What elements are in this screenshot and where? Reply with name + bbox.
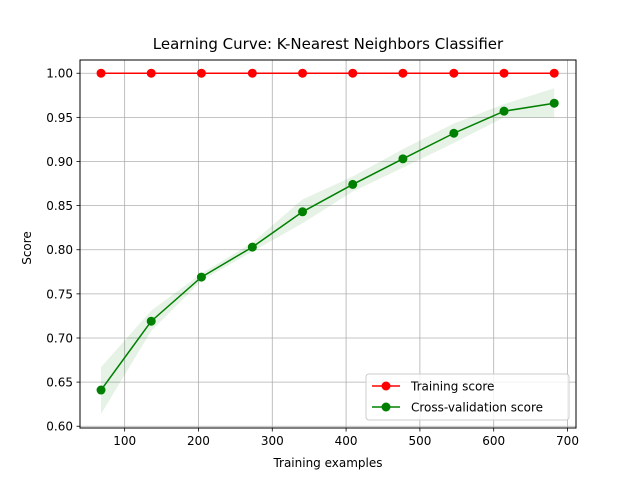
y-tick-label: 1.00 bbox=[46, 67, 73, 81]
x-tick-label: 500 bbox=[408, 434, 431, 448]
training-score-point bbox=[449, 68, 459, 78]
y-tick-label: 0.70 bbox=[46, 331, 73, 345]
x-tick-label: 200 bbox=[187, 434, 210, 448]
cross-validation-score-point bbox=[146, 316, 156, 326]
cross-validation-score-point bbox=[549, 98, 559, 108]
cross-validation-score-point bbox=[348, 179, 358, 189]
cross-validation-score-point bbox=[398, 154, 408, 164]
y-tick-label: 0.60 bbox=[46, 420, 73, 434]
cross-validation-score-point bbox=[196, 272, 206, 282]
series-lines bbox=[100, 72, 555, 391]
training-score-point bbox=[499, 68, 509, 78]
cross-validation-score-point bbox=[449, 128, 459, 138]
cross-validation-score-legend-label: Cross-validation score bbox=[411, 401, 543, 415]
cross-validation-score-line bbox=[100, 102, 555, 391]
x-tick-label: 600 bbox=[482, 434, 505, 448]
training-score-point bbox=[549, 68, 559, 78]
legend-box bbox=[365, 373, 570, 421]
training-score-legend-label: Training score bbox=[410, 380, 494, 394]
training-score-legend-marker bbox=[381, 381, 391, 391]
y-axis-title: Score bbox=[20, 231, 34, 265]
plot-frame bbox=[79, 59, 577, 429]
chart-title: Learning Curve: K-Nearest Neighbors Clas… bbox=[153, 35, 504, 53]
x-axis-title: Training examples bbox=[272, 456, 382, 470]
cross-validation-score-legend-marker bbox=[381, 402, 391, 412]
legend: Training score Cross-validation score bbox=[365, 373, 570, 421]
training-score-point bbox=[298, 68, 308, 78]
cross-validation-score-point bbox=[247, 242, 257, 252]
x-axis-ticks: 100 200 300 400 500 600 700 bbox=[113, 428, 579, 448]
y-tick-label: 0.80 bbox=[46, 243, 73, 257]
y-tick-label: 0.85 bbox=[46, 199, 73, 213]
x-tick-label: 300 bbox=[261, 434, 284, 448]
training-score-point bbox=[398, 68, 408, 78]
x-tick-label: 700 bbox=[556, 434, 579, 448]
cross-validation-score-point bbox=[96, 385, 106, 395]
y-tick-label: 0.95 bbox=[46, 111, 73, 125]
y-tick-label: 0.75 bbox=[46, 287, 73, 301]
grid-lines bbox=[80, 60, 576, 428]
cross-validation-score-point bbox=[499, 106, 509, 116]
training-score-point bbox=[247, 68, 257, 78]
training-score-point bbox=[196, 68, 206, 78]
x-tick-label: 400 bbox=[335, 434, 358, 448]
cross-validation-score-point bbox=[298, 207, 308, 217]
training-score-point bbox=[348, 68, 358, 78]
series-points bbox=[96, 68, 559, 395]
y-tick-label: 0.65 bbox=[46, 376, 73, 390]
x-tick-label: 100 bbox=[113, 434, 136, 448]
y-axis-ticks: 0.60 0.65 0.70 0.75 0.80 0.85 0.90 0.95 1.00 bbox=[46, 67, 80, 434]
y-tick-label: 0.90 bbox=[46, 155, 73, 169]
training-score-point bbox=[96, 68, 106, 78]
training-score-point bbox=[146, 68, 156, 78]
